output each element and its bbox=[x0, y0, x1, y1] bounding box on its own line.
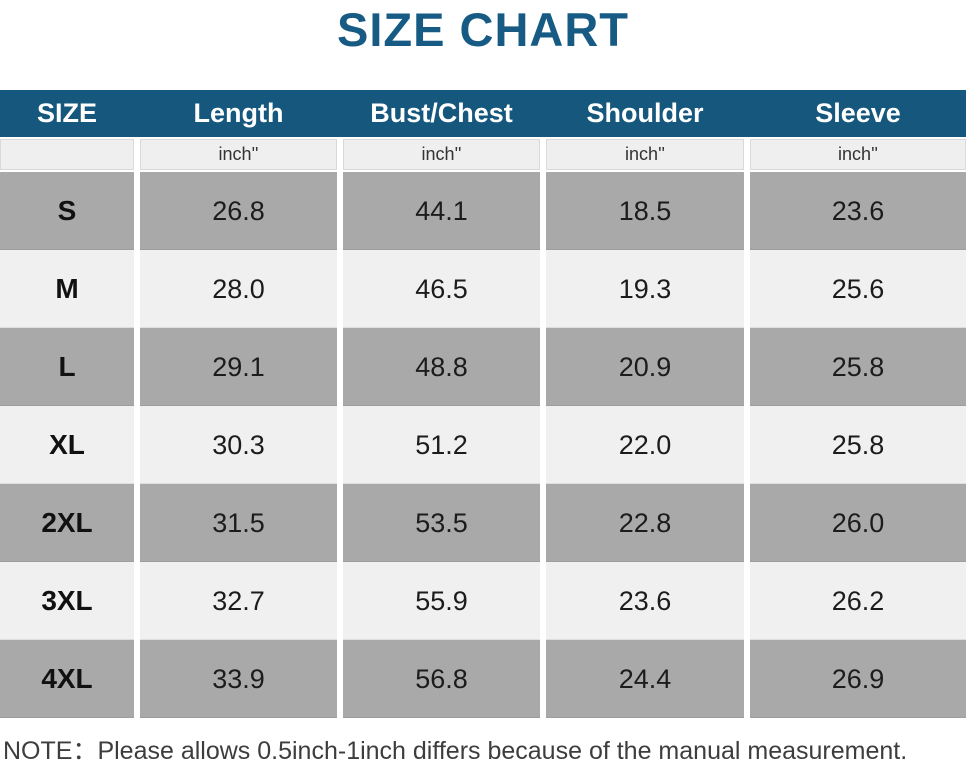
size-chart-table: SIZE Length Bust/Chest Shoulder Sleeve inch'… bbox=[0, 90, 966, 718]
size-cell: 4XL bbox=[0, 640, 134, 718]
value-cell: 20.9 bbox=[546, 328, 744, 406]
value-cell: 26.8 bbox=[140, 172, 337, 250]
value-cell: 25.8 bbox=[750, 328, 966, 406]
column-header-bust-chest: Bust/Chest bbox=[370, 98, 513, 128]
unit-cell: inch'' bbox=[546, 139, 744, 170]
value-cell: 29.1 bbox=[140, 328, 337, 406]
value-cell: 18.5 bbox=[546, 172, 744, 250]
value-cell: 33.9 bbox=[140, 640, 337, 718]
size-cell: 3XL bbox=[0, 562, 134, 640]
table-row-2xl: 2XL 31.5 53.5 22.8 26.0 bbox=[0, 484, 966, 562]
table-header-row: SIZE Length Bust/Chest Shoulder Sleeve bbox=[0, 90, 966, 137]
note-text: NOTE：Please allows 0.5inch-1inch differs… bbox=[3, 737, 908, 765]
column-header-sleeve: Sleeve bbox=[815, 98, 901, 128]
value-cell: 48.8 bbox=[343, 328, 540, 406]
value-cell: 30.3 bbox=[140, 406, 337, 484]
size-cell: S bbox=[0, 172, 134, 250]
table-row-xl: XL 30.3 51.2 22.0 25.8 bbox=[0, 406, 966, 484]
table-row-l: L 29.1 48.8 20.9 25.8 bbox=[0, 328, 966, 406]
column-header-length: Length bbox=[193, 98, 284, 128]
value-cell: 26.2 bbox=[750, 562, 966, 640]
unit-cell: inch'' bbox=[750, 139, 966, 170]
size-cell: XL bbox=[0, 406, 134, 484]
page-title: SIZE CHART bbox=[337, 3, 629, 56]
value-cell: 26.0 bbox=[750, 484, 966, 562]
unit-cell-empty bbox=[0, 139, 134, 170]
value-cell: 28.0 bbox=[140, 250, 337, 328]
unit-cell: inch'' bbox=[140, 139, 337, 170]
value-cell: 23.6 bbox=[750, 172, 966, 250]
value-cell: 46.5 bbox=[343, 250, 540, 328]
table-body: S 26.8 44.1 18.5 23.6 M 28.0 46.5 19.3 25.6 L 29.1 4… bbox=[0, 172, 966, 718]
value-cell: 26.9 bbox=[750, 640, 966, 718]
table-row-m: M 28.0 46.5 19.3 25.6 bbox=[0, 250, 966, 328]
table-unit-row: inch'' inch'' inch'' inch'' bbox=[0, 139, 966, 170]
value-cell: 32.7 bbox=[140, 562, 337, 640]
size-cell: M bbox=[0, 250, 134, 328]
value-cell: 22.8 bbox=[546, 484, 744, 562]
value-cell: 25.6 bbox=[750, 250, 966, 328]
value-cell: 19.3 bbox=[546, 250, 744, 328]
value-cell: 24.4 bbox=[546, 640, 744, 718]
value-cell: 51.2 bbox=[343, 406, 540, 484]
value-cell: 31.5 bbox=[140, 484, 337, 562]
size-cell: L bbox=[0, 328, 134, 406]
unit-cell: inch'' bbox=[343, 139, 540, 170]
table-row-s: S 26.8 44.1 18.5 23.6 bbox=[0, 172, 966, 250]
table-row-4xl: 4XL 33.9 56.8 24.4 26.9 bbox=[0, 640, 966, 718]
value-cell: 55.9 bbox=[343, 562, 540, 640]
value-cell: 22.0 bbox=[546, 406, 744, 484]
size-cell: 2XL bbox=[0, 484, 134, 562]
column-header-size: SIZE bbox=[36, 98, 97, 128]
value-cell: 23.6 bbox=[546, 562, 744, 640]
value-cell: 56.8 bbox=[343, 640, 540, 718]
value-cell: 53.5 bbox=[343, 484, 540, 562]
value-cell: 25.8 bbox=[750, 406, 966, 484]
column-header-shoulder: Shoulder bbox=[586, 98, 704, 128]
value-cell: 44.1 bbox=[343, 172, 540, 250]
table-row-3xl: 3XL 32.7 55.9 23.6 26.2 bbox=[0, 562, 966, 640]
